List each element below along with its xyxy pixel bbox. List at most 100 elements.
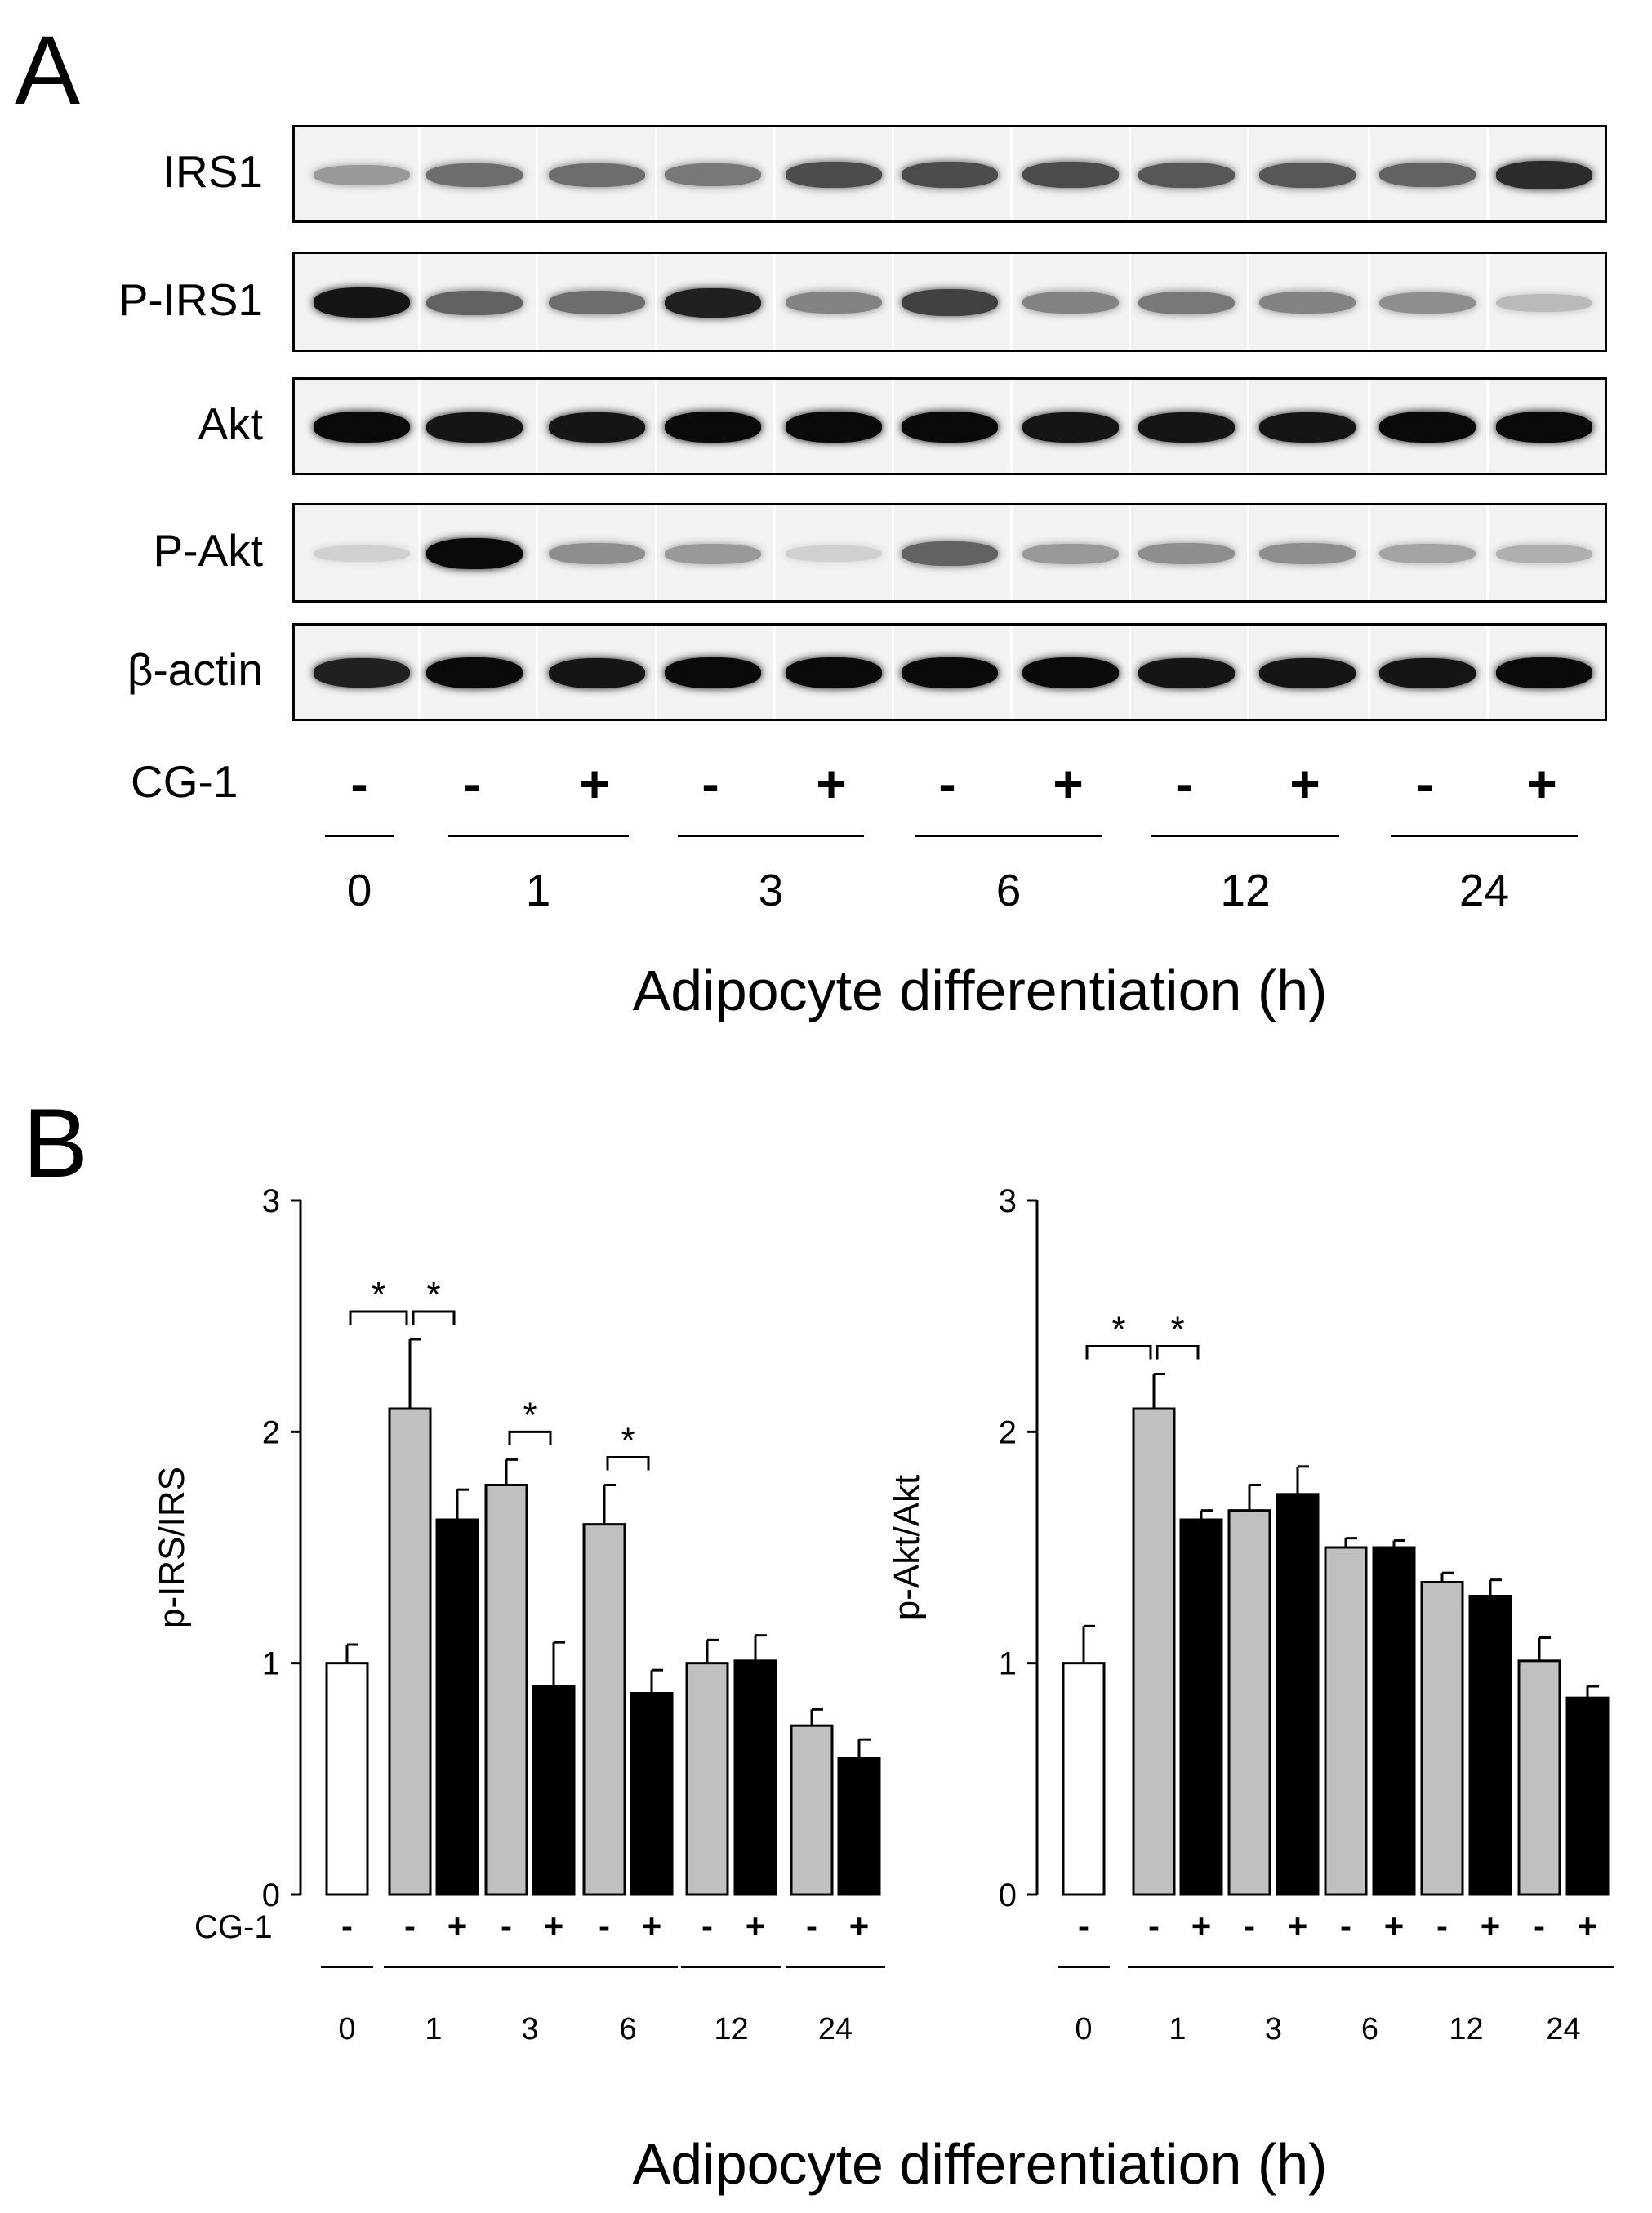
bar bbox=[582, 1523, 626, 1896]
minus-sign: - bbox=[1340, 1907, 1351, 1945]
blot-band bbox=[665, 287, 761, 318]
lane-separator bbox=[1367, 254, 1370, 350]
bar bbox=[435, 1518, 479, 1896]
significance-bracket bbox=[1085, 1345, 1152, 1360]
timepoint-label: 3 bbox=[521, 2012, 539, 2046]
lane-separator bbox=[1129, 505, 1131, 600]
blot-band bbox=[786, 162, 882, 188]
blot-band bbox=[1259, 292, 1356, 314]
plus-sign: + bbox=[1577, 1907, 1598, 1945]
blot-band bbox=[426, 163, 523, 187]
timepoint-underline bbox=[480, 1966, 580, 1968]
bar bbox=[1468, 1595, 1512, 1896]
plus-sign: + bbox=[1287, 1907, 1308, 1945]
blot-strip-2 bbox=[292, 377, 1607, 475]
lane-separator bbox=[655, 626, 657, 719]
plus-sign: + bbox=[1383, 1907, 1405, 1945]
minus-sign: - bbox=[1244, 1907, 1255, 1945]
lane-separator bbox=[1485, 626, 1489, 719]
blot-label-1: P-IRS1 bbox=[118, 274, 263, 325]
lane-separator bbox=[1367, 505, 1370, 600]
lane-separator bbox=[773, 254, 776, 350]
minus-sign: - bbox=[341, 1907, 353, 1945]
blot-band bbox=[1496, 657, 1592, 688]
timepoint-underline bbox=[1128, 1966, 1227, 1968]
blot-band bbox=[902, 412, 998, 443]
timepoint-underline bbox=[448, 835, 629, 837]
lane-separator bbox=[655, 254, 657, 350]
blot-band bbox=[1259, 657, 1356, 688]
bar bbox=[325, 1662, 369, 1896]
blot-band bbox=[786, 657, 882, 688]
lane-separator bbox=[1129, 626, 1131, 719]
blot-label-2: Akt bbox=[198, 399, 263, 449]
lane-separator bbox=[418, 127, 421, 220]
lane-separator bbox=[1247, 626, 1249, 719]
timepoint-label: 0 bbox=[338, 2012, 356, 2046]
y-tick-label: 1 bbox=[999, 1646, 1017, 1682]
blot-band bbox=[314, 287, 410, 318]
blot-band bbox=[549, 163, 645, 187]
blot-band bbox=[314, 164, 410, 185]
bar bbox=[733, 1659, 777, 1896]
plus-sign: + bbox=[1289, 755, 1320, 813]
lane-separator bbox=[1485, 127, 1489, 220]
timepoint-underline bbox=[321, 1966, 373, 1968]
y-axis-label: p-IRS/IRS bbox=[152, 1467, 192, 1628]
timepoint-label: 12 bbox=[1449, 2012, 1484, 2046]
bar bbox=[1132, 1407, 1176, 1896]
significance-star: * bbox=[426, 1275, 440, 1315]
blot-band bbox=[665, 543, 761, 564]
blot-band bbox=[1379, 292, 1476, 314]
blot-band bbox=[549, 657, 645, 688]
blot-band bbox=[549, 291, 645, 314]
timepoint-label: 6 bbox=[1360, 2012, 1379, 2046]
bar bbox=[837, 1757, 881, 1896]
lane-separator bbox=[418, 380, 421, 473]
timepoint-label: 1 bbox=[525, 865, 551, 915]
blot-strip-4 bbox=[292, 623, 1607, 721]
y-tick-label: 3 bbox=[999, 1183, 1017, 1219]
lane-separator bbox=[892, 254, 894, 350]
lane-separator bbox=[1010, 505, 1013, 600]
blot-label-0: IRS1 bbox=[163, 146, 263, 197]
lane-separator bbox=[536, 254, 538, 350]
lane-separator bbox=[536, 626, 538, 719]
panel-b-cg1-label: CG-1 bbox=[194, 1909, 273, 1945]
blot-band bbox=[1496, 160, 1592, 189]
lane-separator bbox=[1010, 254, 1013, 350]
timepoint-underline bbox=[1320, 1966, 1420, 1968]
blot-band bbox=[1022, 657, 1119, 688]
blot-band bbox=[1022, 412, 1119, 443]
lane-separator bbox=[1485, 380, 1489, 473]
blot-strip-1 bbox=[292, 252, 1607, 352]
plus-sign: + bbox=[848, 1907, 870, 1945]
lane-separator bbox=[1010, 127, 1013, 220]
significance-bracket bbox=[606, 1456, 650, 1471]
minus-sign: - bbox=[938, 755, 956, 813]
plus-sign: + bbox=[1191, 1907, 1212, 1945]
lane-separator bbox=[892, 505, 894, 600]
lane-separator bbox=[773, 505, 776, 600]
lane-separator bbox=[1247, 127, 1249, 220]
minus-sign: - bbox=[404, 1907, 416, 1945]
significance-star: * bbox=[523, 1395, 537, 1435]
blot-band bbox=[314, 658, 410, 688]
panel-b-letter: B bbox=[23, 1089, 89, 1198]
blot-strip-3 bbox=[292, 503, 1607, 603]
lane-separator bbox=[418, 254, 421, 350]
bar bbox=[790, 1724, 834, 1896]
bar bbox=[1420, 1581, 1464, 1896]
timepoint-underline bbox=[681, 1966, 781, 1968]
bar bbox=[1372, 1546, 1416, 1896]
lane-separator bbox=[892, 380, 894, 473]
timepoint-label: 12 bbox=[1220, 865, 1271, 915]
minus-sign: - bbox=[350, 755, 368, 813]
y-axis-label: p-Akt/Akt bbox=[887, 1475, 927, 1621]
bar bbox=[484, 1484, 528, 1896]
blot-band bbox=[665, 657, 761, 688]
timepoint-label: 24 bbox=[1458, 865, 1510, 915]
blot-band bbox=[902, 657, 998, 688]
blot-label-3: P-Akt bbox=[153, 525, 263, 576]
timepoint-label: 12 bbox=[714, 2012, 749, 2046]
